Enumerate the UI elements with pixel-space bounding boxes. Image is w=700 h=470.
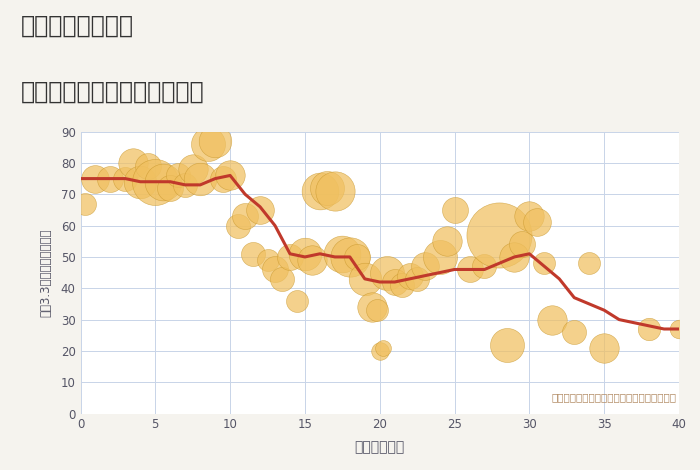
Point xyxy=(202,141,214,148)
Point xyxy=(509,253,520,261)
Text: 兵庫県英賀保駅の: 兵庫県英賀保駅の xyxy=(21,14,134,38)
Point xyxy=(127,159,139,167)
Point xyxy=(79,200,90,207)
Point xyxy=(568,329,580,336)
Point xyxy=(209,137,220,145)
Point xyxy=(307,256,318,264)
Point xyxy=(524,212,535,220)
Point xyxy=(546,316,557,323)
Point xyxy=(180,181,191,188)
Point xyxy=(195,175,206,182)
Point xyxy=(150,178,161,186)
Point xyxy=(382,269,393,276)
Point xyxy=(412,275,423,282)
X-axis label: 築年数（年）: 築年数（年） xyxy=(355,440,405,454)
Point xyxy=(187,165,198,173)
Point xyxy=(539,259,550,267)
Point xyxy=(351,253,363,261)
Point xyxy=(584,259,595,267)
Point xyxy=(90,175,101,182)
Point xyxy=(449,206,460,214)
Text: 築年数別中古マンション価格: 築年数別中古マンション価格 xyxy=(21,80,204,104)
Point xyxy=(164,184,176,192)
Point xyxy=(673,325,685,333)
Point xyxy=(501,341,512,348)
Point xyxy=(292,297,303,305)
Point xyxy=(105,175,116,182)
Point xyxy=(371,306,382,314)
Point xyxy=(158,178,169,186)
Point xyxy=(284,253,295,261)
Point xyxy=(442,237,453,245)
Y-axis label: 坪（3.3㎡）単価（万円）: 坪（3.3㎡）単価（万円） xyxy=(39,228,52,317)
Text: 円の大きさは、取引のあった物件面積を示す: 円の大きさは、取引のあった物件面積を示す xyxy=(551,392,676,402)
Point xyxy=(217,175,228,182)
Point xyxy=(322,184,333,192)
Point xyxy=(598,344,610,352)
Point xyxy=(329,188,340,195)
Point xyxy=(404,272,415,280)
Point xyxy=(239,212,251,220)
Point xyxy=(134,178,146,186)
Point xyxy=(120,175,131,182)
Point xyxy=(464,266,475,273)
Point xyxy=(397,282,408,289)
Point xyxy=(517,241,528,248)
Point xyxy=(232,222,243,229)
Point xyxy=(389,278,400,286)
Point xyxy=(300,250,311,258)
Point xyxy=(142,162,153,170)
Point xyxy=(337,250,348,258)
Point xyxy=(643,325,655,333)
Point xyxy=(434,253,445,261)
Point xyxy=(225,172,236,179)
Point xyxy=(531,219,542,226)
Point xyxy=(344,253,356,261)
Point xyxy=(494,231,505,239)
Point xyxy=(172,172,183,179)
Point xyxy=(314,188,326,195)
Point xyxy=(255,206,266,214)
Point xyxy=(377,344,388,352)
Point xyxy=(374,347,385,355)
Point xyxy=(479,263,490,270)
Point xyxy=(359,275,370,282)
Point xyxy=(247,250,258,258)
Point xyxy=(367,303,378,311)
Point xyxy=(419,263,430,270)
Point xyxy=(277,275,288,282)
Point xyxy=(270,266,281,273)
Point xyxy=(262,256,273,264)
